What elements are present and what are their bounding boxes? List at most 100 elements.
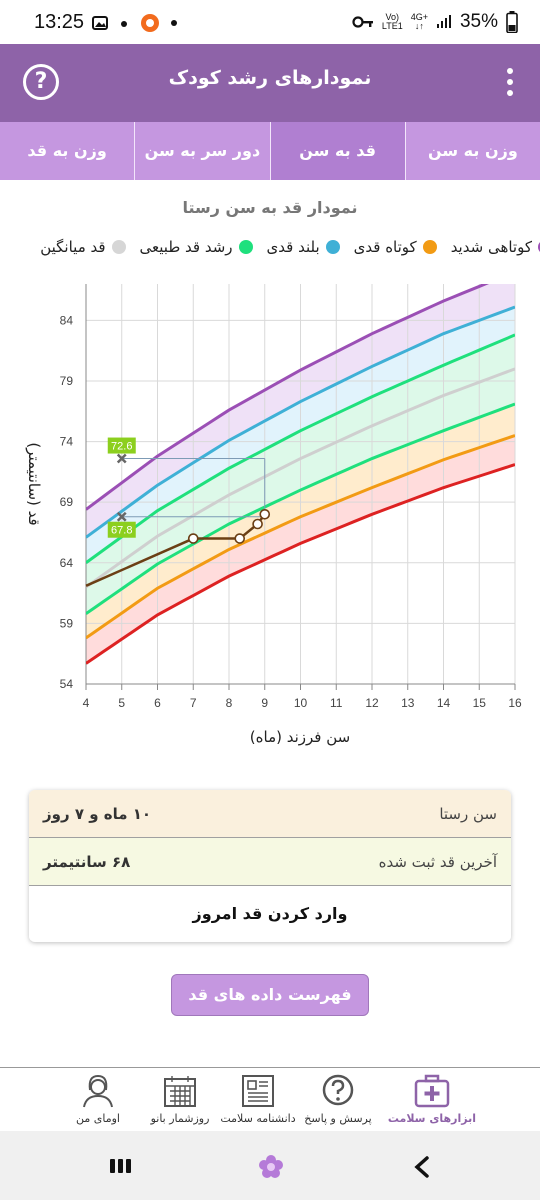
age-row: سن رستا ۱۰ ماه و ۷ روز [29, 790, 511, 838]
volte-top: Vo) [385, 12, 400, 22]
notification-icons [92, 13, 178, 33]
percentile-curve [86, 434, 515, 640]
legend-label: بلند قدی [266, 238, 320, 256]
y-tick-label: 69 [60, 495, 74, 509]
child-measurement-point [187, 533, 199, 544]
upper-value-badge [107, 437, 136, 454]
status-bar: 13:25 Vo) LTE1 4G+ ↓↑ 35% [0, 0, 540, 44]
nav-calendar[interactable]: روزشمار بانو [136, 1070, 224, 1132]
data-arrows-icon: ↓↑ [414, 21, 424, 31]
info-card: سن رستا ۱۰ ماه و ۷ روز آخرین قد ثبت شده … [29, 790, 511, 942]
upper-marker [116, 453, 127, 464]
legend-label: قد میانگین [40, 238, 106, 256]
profile-icon [83, 1074, 113, 1108]
medkit-icon [414, 1074, 450, 1108]
gallery-notification-icon [92, 16, 108, 30]
signal-icon [436, 15, 451, 28]
overflow-menu-icon[interactable] [506, 68, 514, 100]
home-flower-icon[interactable] [258, 1154, 284, 1180]
y-tick-label: 54 [60, 677, 74, 691]
nav-health-tools[interactable]: ابزارهای سلامت [388, 1070, 476, 1132]
nav-questions[interactable]: پرسش و پاسخ [294, 1070, 382, 1132]
x-axis-label: سن فرزند (ماه) [250, 728, 350, 746]
nav-health-tools-label: ابزارهای سلامت [388, 1112, 476, 1125]
legend-item[interactable]: کوتاهی شدید [451, 238, 540, 256]
nav-encyclopedia[interactable]: دانشنامه سلامت [214, 1070, 302, 1132]
battery-percent: 35% [459, 11, 498, 32]
tab-weight-for-height[interactable]: وزن به قد [27, 141, 107, 160]
back-icon[interactable] [413, 1156, 431, 1178]
lower-marker [116, 511, 127, 522]
key-icon [352, 16, 373, 28]
status-time: 13:25 [34, 11, 85, 33]
tab-weight-for-age[interactable]: وزن به سن [404, 122, 540, 180]
dot-notification-icon [171, 20, 177, 26]
percentile-curve [86, 284, 490, 511]
legend-item[interactable]: قد میانگین [40, 238, 126, 256]
encyclopedia-icon [242, 1075, 274, 1107]
age-value: ۱۰ ماه و ۷ روز [43, 804, 152, 823]
enter-height-button[interactable]: وارد کردن قد امروز [29, 886, 511, 940]
nav-encyclopedia-label: دانشنامه سلامت [220, 1112, 296, 1125]
percentile-curve [86, 402, 515, 615]
x-tick-label: 11 [330, 696, 343, 710]
tab-height-for-age[interactable]: قد به سن [269, 122, 405, 180]
height-list-button[interactable]: فهرست داده های قد رستا [171, 974, 369, 1044]
legend-item[interactable]: بلند قدی [267, 238, 340, 256]
percentile-curve [86, 367, 515, 589]
system-nav-bar [0, 1131, 540, 1200]
y-axis-label: قد (سانتیمتر) [25, 442, 43, 525]
y-tick-label: 74 [60, 435, 74, 449]
child-measurement-point [259, 509, 271, 520]
legend-dot [422, 240, 437, 254]
legend-item[interactable]: کوتاه قدی [354, 238, 437, 256]
percentile-curve [86, 333, 515, 564]
x-tick-label: 8 [226, 696, 233, 710]
legend-item[interactable]: رشد قد طبیعی [140, 238, 253, 256]
legend-dot [238, 240, 253, 254]
x-tick-label: 13 [401, 696, 415, 710]
upper-value-label: 72.6 [111, 441, 132, 453]
nav-calendar-label: روزشمار بانو [150, 1112, 210, 1125]
x-tick-label: 15 [473, 696, 487, 710]
nav-profile[interactable]: اومای من [54, 1070, 142, 1132]
app-notification-icon [141, 14, 159, 32]
y-tick-label: 64 [60, 556, 74, 570]
bottom-nav: ابزارهای سلامت پرسش و پاسخ دانشنامه سلام… [0, 1067, 540, 1131]
y-tick-label: 59 [60, 616, 74, 630]
calendar-icon [164, 1076, 196, 1107]
x-tick-label: 7 [190, 696, 197, 710]
age-label: سن رستا [439, 804, 497, 823]
legend-label: کوتاهی شدید [450, 238, 532, 256]
status-right: Vo) LTE1 4G+ ↓↑ 35% [352, 11, 518, 33]
legend-dot [325, 240, 340, 254]
cloud-notification-icon [121, 21, 127, 27]
last-height-value: ۶۸ سانتیمتر [43, 852, 131, 871]
nav-profile-label: اومای من [76, 1112, 120, 1125]
app-bar: ? نمودارهای رشد کودک [0, 44, 540, 122]
child-measurement-point [234, 533, 246, 544]
legend-label: کوتاه قدی [353, 238, 417, 256]
help-icon[interactable]: ? [23, 64, 59, 100]
volte-bottom: LTE1 [381, 21, 403, 31]
percentile-curve [86, 305, 515, 539]
x-tick-label: 9 [261, 696, 268, 710]
volte-indicator: Vo) LTE1 [382, 13, 403, 31]
lower-value-label: 67.8 [111, 525, 132, 537]
recents-icon[interactable] [110, 1159, 131, 1173]
height-for-age-chart[interactable]: 4 5 6 7 8 9 10 11 12 13 14 15 16 54 59 64 69 74 79 84 سن فرز… [0, 264, 540, 764]
legend-dot [111, 240, 126, 254]
x-tick-label: 10 [294, 696, 308, 710]
net-type-label: 4G+ [410, 12, 428, 22]
tab-head-circumference[interactable]: دور سر به سن [134, 122, 269, 180]
x-tick-label: 5 [118, 696, 125, 710]
lower-value-badge [107, 521, 136, 538]
x-tick-label: 16 [508, 696, 522, 710]
chart-tabs: وزن به قد دور سر به سن قد به سن وزن به س… [0, 122, 540, 180]
x-tick-label: 12 [365, 696, 379, 710]
question-bubble-icon [322, 1074, 354, 1106]
battery-icon [506, 11, 518, 33]
y-tick-label: 84 [60, 313, 74, 327]
net-type-indicator: 4G+ ↓↑ [411, 13, 428, 31]
